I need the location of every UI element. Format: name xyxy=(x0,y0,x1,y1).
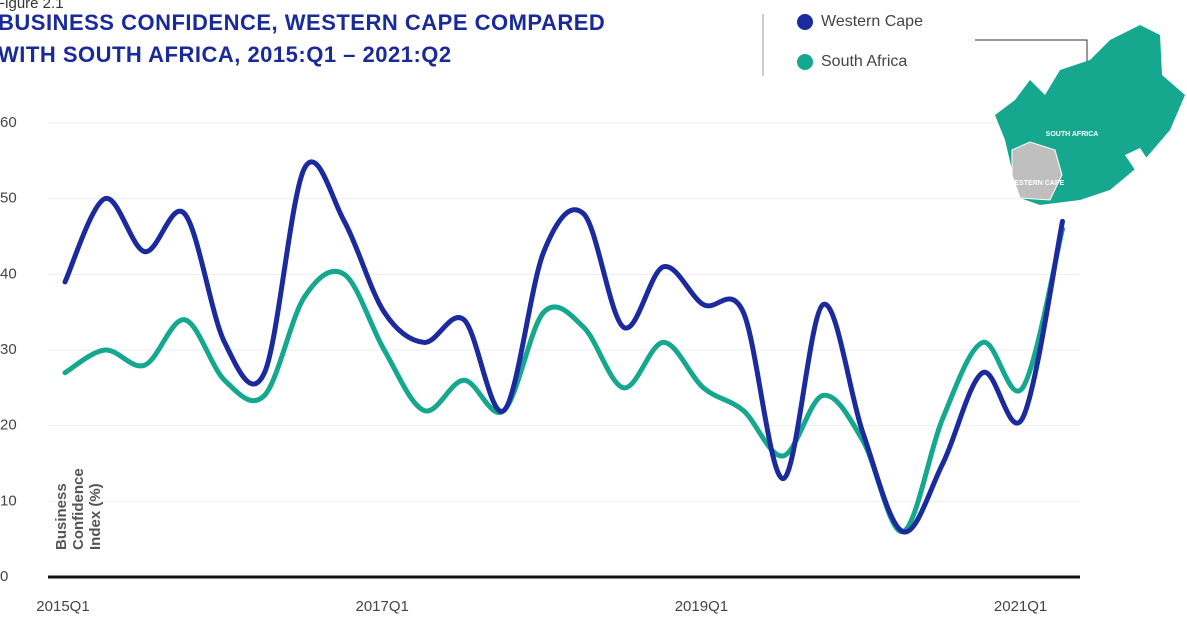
legend-marker xyxy=(797,54,813,70)
map-label: WESTERN CAPE xyxy=(1008,180,1065,187)
map-label: SOUTH AFRICA xyxy=(1046,131,1099,138)
series-line xyxy=(62,159,1065,535)
y-tick-label: 30 xyxy=(0,341,17,358)
y-tick-label: 40 xyxy=(0,265,17,282)
figure-label: Figure 2.1 xyxy=(0,0,64,12)
map-western-cape xyxy=(1011,141,1063,201)
y-tick-label: 10 xyxy=(0,492,17,509)
map: SOUTH AFRICA WESTERN CAPE xyxy=(995,25,1185,205)
y-tick-label: 50 xyxy=(0,190,17,207)
y-axis-label: Confidence xyxy=(70,468,87,550)
chart-title: WITH SOUTH AFRICA, 2015:Q1 – 2021:Q2 xyxy=(0,42,452,67)
map-lesotho xyxy=(1125,148,1148,170)
x-tick-label: 2015Q1 xyxy=(36,598,89,615)
series-line xyxy=(62,226,1065,535)
y-axis-label: Index (%) xyxy=(87,483,104,550)
chart-title: BUSINESS CONFIDENCE, WESTERN CAPE COMPAR… xyxy=(0,10,605,35)
x-tick-label: 2019Q1 xyxy=(675,598,728,615)
legend-label: Western Cape xyxy=(821,13,923,30)
y-tick-label: 60 xyxy=(0,114,17,131)
legend-label: South Africa xyxy=(821,53,907,70)
y-tick-label: 0 xyxy=(0,568,8,585)
y-tick-label: 20 xyxy=(0,417,17,434)
legend-marker xyxy=(797,14,813,30)
x-tick-label: 2021Q1 xyxy=(994,598,1047,615)
y-axis-label: Business xyxy=(53,483,70,550)
x-tick-label: 2017Q1 xyxy=(356,598,409,615)
